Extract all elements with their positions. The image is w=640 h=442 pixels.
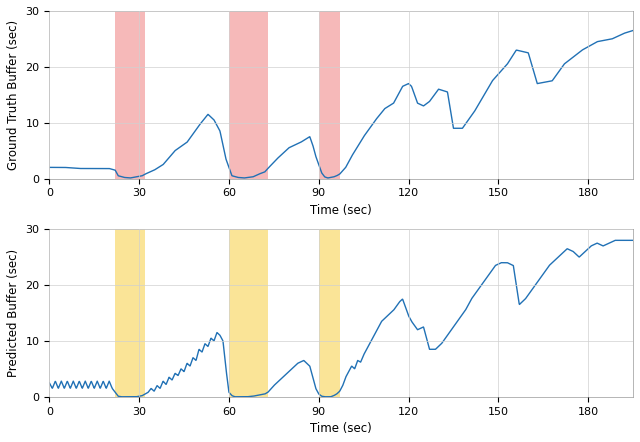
Y-axis label: Ground Truth Buffer (sec): Ground Truth Buffer (sec) (7, 20, 20, 170)
X-axis label: Time (sec): Time (sec) (310, 422, 372, 435)
Bar (115, 11, 145, 179)
Bar (229, 229, 268, 397)
Bar (319, 11, 340, 179)
Y-axis label: Predicted Buffer (sec): Predicted Buffer (sec) (7, 249, 20, 377)
Bar (319, 229, 340, 397)
X-axis label: Time (sec): Time (sec) (310, 204, 372, 217)
Bar (115, 229, 145, 397)
Bar (229, 11, 268, 179)
